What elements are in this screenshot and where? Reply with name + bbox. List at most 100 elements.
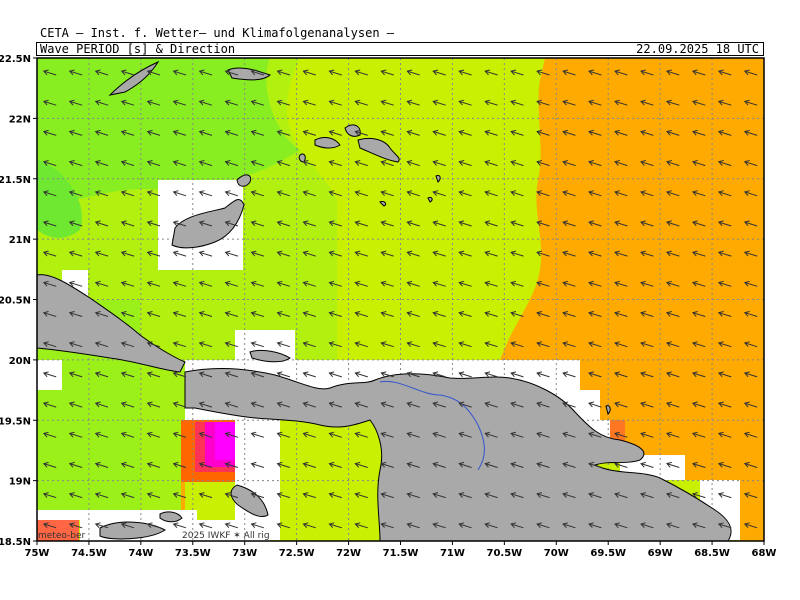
direction-arrow	[94, 220, 109, 227]
direction-arrow	[224, 190, 239, 197]
direction-arrow	[536, 401, 550, 408]
direction-arrow	[614, 431, 628, 438]
direction-arrow	[354, 461, 368, 468]
direction-arrow	[94, 522, 109, 529]
direction-arrow	[510, 371, 524, 378]
direction-arrow	[172, 341, 187, 348]
direction-arrow	[120, 129, 135, 136]
direction-arrow	[328, 461, 342, 468]
direction-arrow	[380, 341, 394, 348]
direction-arrow	[717, 371, 732, 378]
direction-arrow	[717, 190, 732, 197]
direction-arrow	[510, 160, 524, 167]
direction-arrow	[328, 220, 342, 227]
direction-arrow	[743, 69, 758, 76]
direction-arrow	[588, 522, 602, 529]
direction-arrow	[328, 190, 342, 197]
direction-arrow	[665, 431, 680, 438]
direction-arrow	[510, 431, 524, 438]
direction-arrow	[68, 160, 83, 167]
direction-arrow	[302, 250, 316, 257]
direction-arrow	[380, 69, 394, 76]
direction-arrow	[562, 461, 576, 468]
direction-arrow	[224, 280, 239, 287]
y-axis: 22.5N 22N 21.5N 21N 20.5N 20N 19.5N 19N 18.5N	[0, 54, 37, 548]
direction-arrow	[328, 492, 342, 499]
x-tick-label: 72W	[336, 548, 361, 559]
direction-arrow	[380, 371, 394, 378]
direction-arrow	[120, 220, 135, 227]
direction-arrow	[42, 341, 57, 348]
direction-arrow	[250, 371, 265, 378]
direction-arrow	[146, 431, 161, 438]
direction-arrow	[302, 371, 316, 378]
direction-arrow	[717, 461, 732, 468]
direction-arrow	[588, 160, 602, 167]
direction-arrow	[224, 311, 239, 317]
direction-arrow	[510, 401, 524, 408]
y-tick-label: 22N	[9, 114, 31, 125]
direction-arrow	[198, 160, 213, 167]
direction-arrow	[224, 371, 239, 378]
x-tick-label: 69W	[648, 548, 673, 559]
direction-arrow	[68, 431, 83, 438]
direction-arrow	[432, 522, 446, 529]
direction-arrow	[691, 522, 706, 529]
direction-arrow	[536, 160, 550, 167]
direction-arrow	[68, 280, 83, 287]
direction-arrow	[432, 190, 446, 197]
direction-arrow	[276, 250, 291, 257]
direction-arrow	[120, 69, 135, 76]
direction-arrow	[68, 522, 83, 529]
direction-arrow	[172, 99, 187, 106]
x-tick-label: 69.5W	[590, 548, 626, 559]
direction-arrow	[224, 401, 239, 408]
direction-arrow	[588, 461, 602, 468]
direction-arrow	[691, 371, 706, 378]
direction-arrow	[120, 401, 135, 408]
direction-arrow	[588, 190, 602, 197]
direction-arrow	[536, 461, 550, 468]
y-tick-label: 19.5N	[0, 416, 31, 427]
direction-arrow	[640, 522, 654, 529]
direction-arrow	[536, 492, 550, 499]
direction-arrow	[42, 69, 57, 76]
direction-arrow	[562, 160, 576, 167]
direction-arrow	[484, 522, 498, 529]
direction-arrow	[484, 69, 498, 76]
direction-arrow	[536, 522, 550, 529]
direction-arrow	[432, 129, 446, 136]
direction-arrow	[172, 492, 187, 499]
direction-arrow	[302, 69, 316, 76]
direction-arrow	[354, 431, 368, 438]
direction-arrow	[250, 160, 265, 167]
direction-arrow	[328, 280, 342, 287]
direction-arrow	[614, 250, 628, 257]
direction-arrow	[640, 401, 654, 408]
direction-arrow	[588, 401, 602, 408]
direction-arrow	[42, 280, 57, 287]
direction-arrow	[562, 69, 576, 76]
direction-arrow	[68, 99, 83, 106]
x-tick-label: 68W	[752, 548, 777, 559]
direction-arrow	[146, 492, 161, 499]
direction-arrow	[691, 99, 706, 106]
cuba-landmass	[37, 274, 186, 373]
direction-arrow	[68, 220, 83, 227]
direction-arrow	[302, 341, 316, 348]
direction-arrow	[224, 522, 239, 529]
direction-arrow	[172, 69, 187, 76]
direction-arrow	[536, 431, 550, 438]
direction-arrow	[484, 220, 498, 227]
direction-arrow	[302, 522, 316, 529]
direction-arrow	[406, 522, 420, 529]
direction-arrow	[94, 341, 109, 348]
direction-arrow	[198, 250, 213, 257]
direction-arrow	[562, 250, 576, 257]
map-subtitle: Wave PERIOD [s] & Direction	[40, 42, 236, 56]
direction-arrow	[743, 190, 758, 197]
direction-arrow	[536, 190, 550, 197]
direction-arrow	[717, 431, 732, 438]
direction-arrow	[588, 341, 602, 348]
